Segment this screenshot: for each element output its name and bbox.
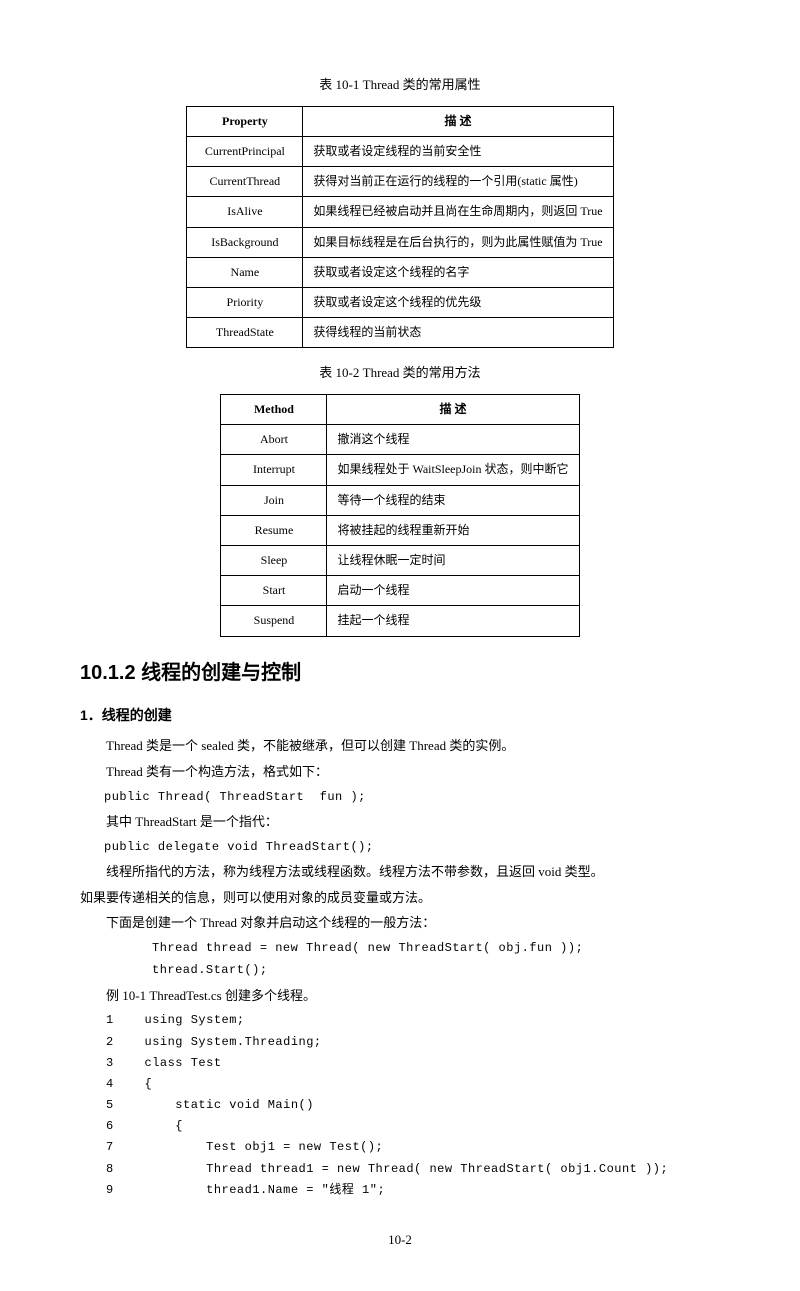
cell: Suspend <box>221 606 327 636</box>
cell: ThreadState <box>187 318 303 348</box>
cell: Sleep <box>221 546 327 576</box>
code: thread.Start(); <box>152 961 720 980</box>
cell: 获取或者设定这个线程的名字 <box>303 257 613 287</box>
page-number: 10-2 <box>80 1230 720 1251</box>
cell: 获取或者设定这个线程的优先级 <box>303 287 613 317</box>
para: Thread 类是一个 sealed 类，不能被继承，但可以创建 Thread … <box>80 736 720 757</box>
table1-h1: 描 述 <box>303 106 613 136</box>
cell: Resume <box>221 515 327 545</box>
code-line: 2 using System.Threading; <box>106 1033 720 1052</box>
cell: 如果目标线程是在后台执行的，则为此属性赋值为 True <box>303 227 613 257</box>
cell: 等待一个线程的结束 <box>327 485 579 515</box>
code-line: 9 thread1.Name = "线程 1"; <box>106 1181 720 1200</box>
cell: IsAlive <box>187 197 303 227</box>
table1: Property 描 述 CurrentPrincipal获取或者设定线程的当前… <box>186 106 613 349</box>
code-line: 7 Test obj1 = new Test(); <box>106 1138 720 1157</box>
para: 其中 ThreadStart 是一个指代： <box>80 812 720 833</box>
cell: 获取或者设定线程的当前安全性 <box>303 136 613 166</box>
cell: IsBackground <box>187 227 303 257</box>
code-line: 8 Thread thread1 = new Thread( new Threa… <box>106 1160 720 1179</box>
para: Thread 类有一个构造方法，格式如下： <box>80 762 720 783</box>
cell: Name <box>187 257 303 287</box>
cell: Interrupt <box>221 455 327 485</box>
cell: 将被挂起的线程重新开始 <box>327 515 579 545</box>
code: Thread thread = new Thread( new ThreadSt… <box>152 939 720 958</box>
cell: CurrentPrincipal <box>187 136 303 166</box>
table2-h0: Method <box>221 395 327 425</box>
code-line: 6 { <box>106 1117 720 1136</box>
code: public delegate void ThreadStart(); <box>104 838 720 857</box>
code-line: 5 static void Main() <box>106 1096 720 1115</box>
cell: Join <box>221 485 327 515</box>
cell: Priority <box>187 287 303 317</box>
table1-h0: Property <box>187 106 303 136</box>
code-block: 1 using System; 2 using System.Threading… <box>106 1011 720 1200</box>
cell: 挂起一个线程 <box>327 606 579 636</box>
table2-caption: 表 10-2 Thread 类的常用方法 <box>80 363 720 384</box>
cell: 获得对当前正在运行的线程的一个引用(static 属性) <box>303 167 613 197</box>
cell: 启动一个线程 <box>327 576 579 606</box>
table2: Method 描 述 Abort撤消这个线程 Interrupt如果线程处于 W… <box>220 394 579 637</box>
code-line: 1 using System; <box>106 1011 720 1030</box>
para: 如果要传递相关的信息，则可以使用对象的成员变量或方法。 <box>80 888 720 909</box>
code: public Thread( ThreadStart fun ); <box>104 788 720 807</box>
cell: Abort <box>221 425 327 455</box>
subsection-heading: 1．线程的创建 <box>80 704 720 726</box>
cell: 让线程休眠一定时间 <box>327 546 579 576</box>
para: 下面是创建一个 Thread 对象并启动这个线程的一般方法： <box>80 913 720 934</box>
table2-h1: 描 述 <box>327 395 579 425</box>
cell: Start <box>221 576 327 606</box>
section-heading: 10.1.2 线程的创建与控制 <box>80 657 720 689</box>
cell: 撤消这个线程 <box>327 425 579 455</box>
code-line: 4 { <box>106 1075 720 1094</box>
cell: 获得线程的当前状态 <box>303 318 613 348</box>
code-line: 3 class Test <box>106 1054 720 1073</box>
para: 线程所指代的方法，称为线程方法或线程函数。线程方法不带参数，且返回 void 类… <box>80 862 720 883</box>
cell: CurrentThread <box>187 167 303 197</box>
table1-caption: 表 10-1 Thread 类的常用属性 <box>80 75 720 96</box>
cell: 如果线程处于 WaitSleepJoin 状态，则中断它 <box>327 455 579 485</box>
cell: 如果线程已经被启动并且尚在生命周期内，则返回 True <box>303 197 613 227</box>
example-label: 例 10-1 ThreadTest.cs 创建多个线程。 <box>80 986 720 1007</box>
